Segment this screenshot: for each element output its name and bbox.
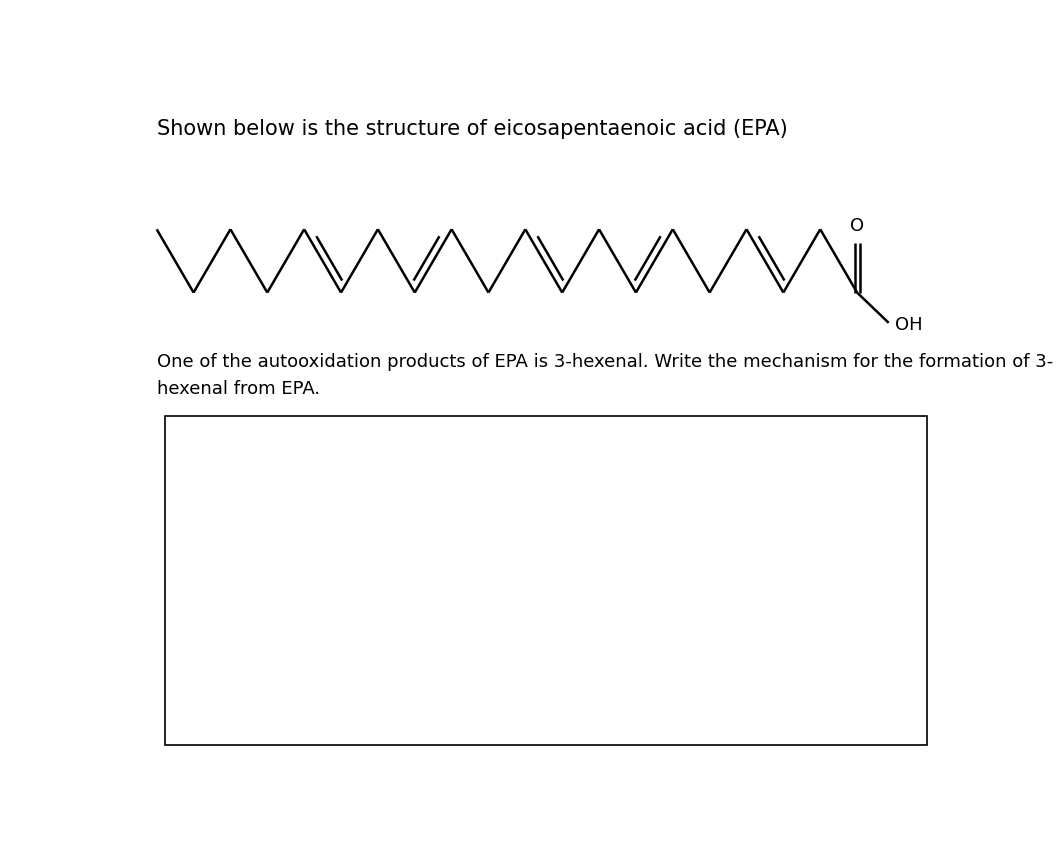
Text: OH: OH — [895, 317, 923, 335]
FancyBboxPatch shape — [165, 416, 927, 746]
Text: Shown below is the structure of eicosapentaenoic acid (EPA): Shown below is the structure of eicosape… — [156, 119, 787, 140]
Text: O: O — [850, 217, 865, 235]
Text: One of the autooxidation products of EPA is 3-hexenal. Write the mechanism for t: One of the autooxidation products of EPA… — [156, 354, 1053, 397]
